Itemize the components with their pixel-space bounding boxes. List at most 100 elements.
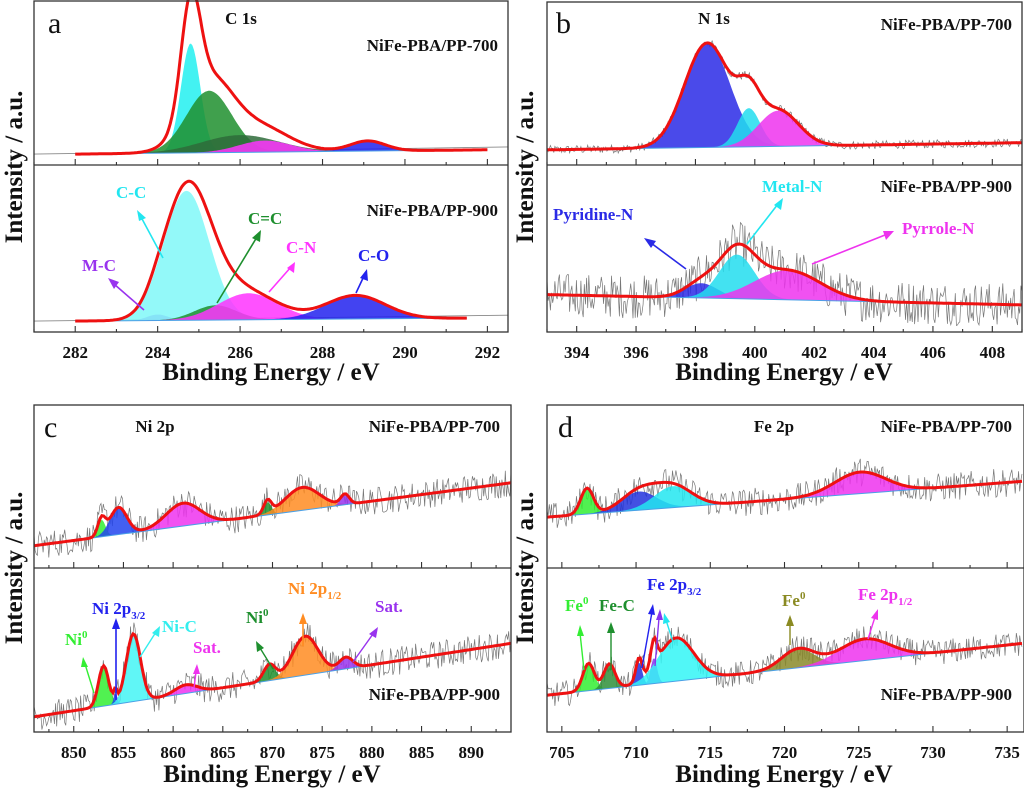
- arrow-metal-n: [746, 203, 779, 245]
- panel-d-title: Fe 2p: [754, 417, 794, 436]
- arrow-sat-b: [352, 633, 374, 663]
- arrow-head-c-o: [360, 269, 368, 281]
- panel-letter-a: a: [48, 7, 61, 40]
- arrow-c-eq-c: [216, 236, 258, 304]
- annotation-c-eq-c: C=C: [248, 209, 282, 228]
- panel-b-sample-900: NiFe-PBA/PP-900: [881, 177, 1012, 196]
- panel-d-tick-label-3: 720: [772, 743, 798, 762]
- panel-a-tick-label-2: 286: [227, 343, 253, 362]
- arrow-head-pyrrole-n: [883, 231, 894, 240]
- arrow-head-ni2p12: [299, 613, 307, 624]
- panel-a-title: C 1s: [225, 9, 257, 28]
- panel-a-component-0-1: [75, 90, 488, 155]
- panel-b-tick-label-1: 396: [623, 343, 649, 362]
- panel-b-tick-label-0: 394: [564, 343, 590, 362]
- panel-a-component-0-0: [75, 43, 488, 155]
- panel-a-baseline-1: [75, 317, 467, 322]
- panel-b-component-0-2: [547, 110, 1022, 150]
- panel-a-frame: [33, 0, 509, 333]
- panel-b-subplot-0: [546, 39, 1023, 155]
- panel-c-title: Ni 2p: [135, 417, 174, 436]
- panel-a-tick-label-5: 292: [475, 343, 501, 362]
- annotation-metal-n: Metal-N: [762, 177, 823, 196]
- panel-b-tick-label-2: 398: [683, 343, 709, 362]
- panel-d-x-axis-title: Binding Energy / eV: [675, 761, 892, 788]
- panel-b-tick-label-5: 404: [861, 343, 887, 362]
- panel-c-subplot-0: [33, 470, 512, 558]
- arrow-head-sat-a: [193, 664, 200, 674]
- annotation-c-n: C-N: [286, 238, 317, 257]
- panel-a-envelope-1: [75, 179, 467, 323]
- panel-c-tick-label-6: 880: [359, 743, 385, 762]
- annotation-fe2p32: Fe 2p3/2: [647, 575, 702, 598]
- panel-c-tick-label-4: 870: [260, 743, 286, 762]
- panel-d-component-1-4: [547, 637, 1022, 696]
- annotation-fe0-b: Fe0: [782, 590, 806, 610]
- y-axis-title-bottom-left: Intensity / a.u.: [1, 492, 28, 645]
- arrow-fe2p32-b: [654, 617, 660, 667]
- panel-b-envelope-0: [547, 41, 1022, 152]
- arrow-head-c-c: [137, 210, 146, 221]
- panel-c-tick-label-7: 885: [409, 743, 435, 762]
- panel-b-sample-700: NiFe-PBA/PP-700: [881, 15, 1012, 34]
- panel-c-tick-label-0: 850: [61, 743, 87, 762]
- panel-d-tick-label-6: 735: [994, 743, 1020, 762]
- annotation-ni2p32: Ni 2p3/2: [92, 599, 146, 622]
- annotation-ni-c: Ni-C: [162, 617, 197, 636]
- annotation-fe2p12: Fe 2p1/2: [858, 585, 913, 608]
- arrow-head-fe0-a: [577, 625, 584, 636]
- annotation-sat-a: Sat.: [193, 638, 221, 657]
- panel-d-subplot-1: [546, 625, 1023, 707]
- panel-a-subplot-1: [33, 179, 509, 323]
- arrow-head-m-c: [108, 278, 119, 289]
- panel-a-envelope-0: [75, 0, 488, 156]
- panel-letter-d: d: [558, 411, 573, 444]
- arrow-head-c-eq-c: [252, 230, 261, 242]
- panel-b-subplot-1: [546, 221, 1023, 327]
- panel-b-component-1-2: [547, 270, 1022, 305]
- arrow-c-n: [268, 266, 292, 293]
- arrow-ni0-a: [84, 663, 95, 694]
- panel-b-x-axis-title: Binding Energy / eV: [675, 359, 892, 386]
- panel-a-subplot-0: [33, 0, 509, 156]
- arrow-head-metal-n: [774, 198, 783, 210]
- panel-d-tick-label-5: 730: [920, 743, 946, 762]
- panel-c-annotations: Ni0 Ni 2p3/2 Ni-C Sat. Ni0 Ni 2p1/2 Sat.: [65, 579, 403, 700]
- panel-b-n1s: 394 396 398 400 402 404 406 408: [546, 1, 1023, 362]
- annotation-pyridine-n: Pyridine-N: [553, 205, 634, 224]
- panel-d-tick-label-1: 710: [623, 743, 649, 762]
- panel-c-tick-label-3: 865: [210, 743, 236, 762]
- panel-d-envelope-0: [546, 470, 1023, 519]
- arrow-ni-c: [139, 631, 157, 658]
- panel-a-sample-700: NiFe-PBA/PP-700: [367, 36, 498, 55]
- panel-b-annotations: Pyridine-N Metal-N Pyrrole-N: [553, 177, 975, 270]
- panel-c-tick-label-5: 875: [309, 743, 335, 762]
- panel-letter-c: c: [44, 411, 57, 444]
- arrow-head-fe2p32-a: [648, 604, 655, 615]
- panel-a-sample-900: NiFe-PBA/PP-900: [367, 201, 498, 220]
- arrow-head-ni-c: [152, 626, 160, 637]
- panel-b-tick-label-3: 400: [742, 343, 768, 362]
- arrow-fe2p32-a: [641, 611, 653, 669]
- arrow-head-fe2p32-b: [656, 609, 663, 620]
- panel-d-sample-700: NiFe-PBA/PP-700: [881, 417, 1012, 436]
- arrow-fe2p32-c: [665, 619, 674, 643]
- panel-a-tick-label-4: 290: [392, 343, 418, 362]
- arrow-fe0-a: [579, 632, 585, 671]
- arrow-head-ni0-b: [256, 641, 264, 652]
- panel-a-tick-label-0: 282: [62, 343, 88, 362]
- arrow-pyrrole-n: [811, 234, 886, 265]
- panel-letter-b: b: [556, 7, 571, 40]
- arrow-ni0-b: [259, 647, 274, 670]
- panel-a-annotations: C-C C=C C-N C-O M-C: [82, 183, 389, 311]
- arrow-head-fe2p12: [871, 609, 878, 620]
- annotation-pyrrole-n: Pyrrole-N: [902, 219, 975, 238]
- annotation-c-c: C-C: [116, 183, 146, 202]
- panel-c-envelope-0: [33, 481, 512, 548]
- annotation-ni0-b: Ni0: [246, 607, 269, 627]
- panel-d-raw-data-0: [546, 458, 1023, 528]
- arrow-fe2p12: [867, 616, 876, 640]
- panel-d-envelope-1: [546, 634, 1023, 697]
- panel-c-subplot-1: [33, 622, 512, 730]
- annotation-fe0-a: Fe0: [565, 595, 589, 615]
